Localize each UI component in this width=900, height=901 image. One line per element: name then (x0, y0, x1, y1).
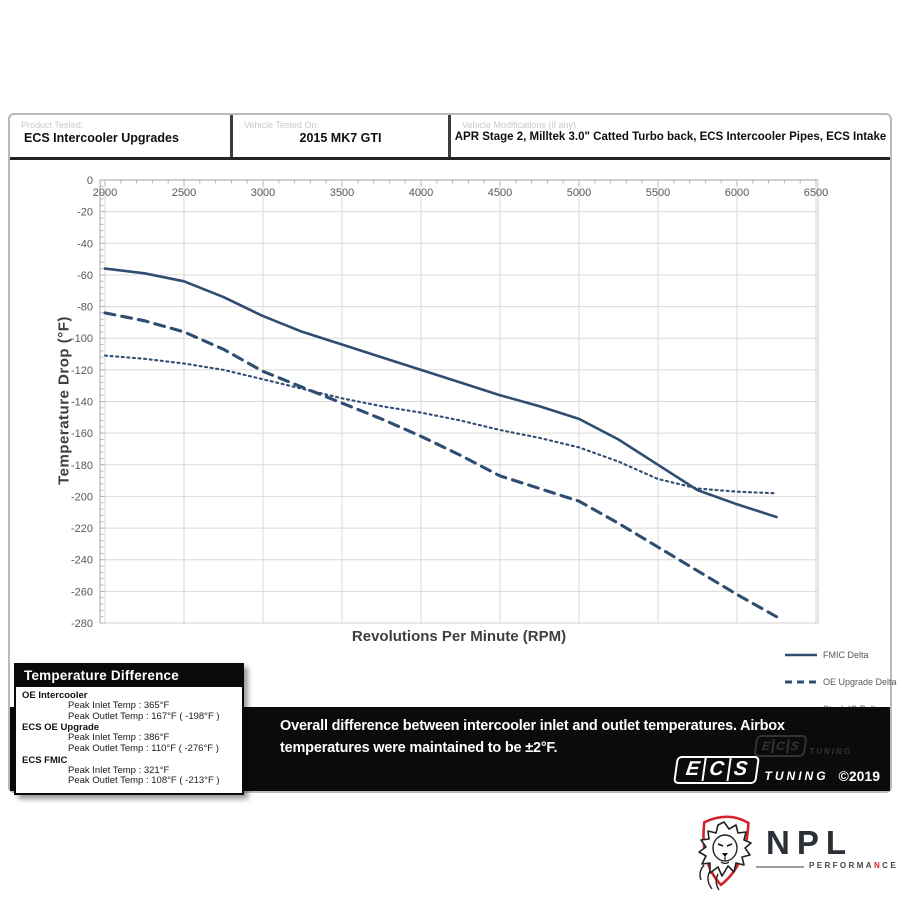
vehicle-mods-value: APR Stage 2, Milltek 3.0" Catted Turbo b… (454, 131, 887, 143)
temp-row-line: Peak Inlet Temp : 386°F (68, 732, 170, 744)
vehicle-tested-value: 2015 MK7 GTI (299, 131, 382, 145)
temp-row-name: OE Intercooler (22, 690, 88, 701)
svg-text:2500: 2500 (172, 187, 196, 199)
temp-row-line: Peak Inlet Temp : 365°F (68, 700, 170, 711)
temperature-difference-title: Temperature Difference (16, 665, 242, 687)
vehicle-tested-cell: Vehicle Tested On: 2015 MK7 GTI (230, 115, 448, 157)
temp-row-name: ECS FMIC (22, 754, 68, 766)
svg-text:-60: -60 (77, 270, 93, 282)
npl-divider (756, 866, 804, 868)
svg-text:4000: 4000 (409, 187, 433, 199)
svg-text:-220: -220 (71, 523, 93, 535)
temp-row-name: ECS OE Upgrade (22, 722, 100, 734)
svg-text:4500: 4500 (488, 187, 512, 199)
vehicle-mods-cell: Vehicle Modifications (if any) APR Stage… (448, 115, 890, 157)
svg-text:3000: 3000 (251, 187, 275, 199)
temp-row-line: Peak Inlet Temp : 321°F (68, 764, 170, 776)
npl-performance-logo: NPL PERFORMANCE (688, 810, 898, 896)
svg-text:3500: 3500 (330, 187, 354, 199)
temperature-difference-body: OE Intercooler Peak Inlet Temp : 365°F Pea… (16, 687, 242, 793)
svg-text:-280: -280 (71, 618, 93, 630)
temp-row-line: Peak Outlet Temp : 167°F ( -198°F ) (68, 710, 220, 722)
svg-text:-180: -180 (71, 460, 93, 472)
vehicle-tested-label: Vehicle Tested On: (244, 120, 319, 130)
svg-text:-40: -40 (77, 238, 93, 250)
svg-text:-80: -80 (77, 302, 93, 314)
vehicle-mods-label: Vehicle Modifications (if any) (462, 120, 577, 130)
svg-text:-240: -240 (71, 555, 93, 567)
npl-performance-text: PERFORMANCE (809, 861, 899, 870)
series-stock-ic-delta (103, 354, 778, 495)
ecs-tuning-text: TUNING (764, 769, 829, 783)
series-fmic-delta (103, 267, 778, 519)
temperature-difference-box: Temperature Difference OE Intercooler Pea… (14, 663, 244, 795)
npl-wordmark: NPL (766, 824, 853, 861)
legend-label: FMIC Delta (823, 649, 869, 660)
test-info-header: Product Tested: ECS Intercooler Upgrades… (10, 115, 890, 160)
x-axis-title: Revolutions Per Minute (RPM) (351, 628, 567, 645)
temperature-drop-chart: 0 -20 -40 -60 -80 -100 -120 -140 -160 -180 -200 -22… (71, 175, 828, 630)
svg-text:6000: 6000 (725, 187, 749, 199)
svg-text:-100: -100 (71, 333, 93, 345)
temp-row-line: Peak Outlet Temp : 108°F ( -213°F ) (68, 775, 220, 787)
svg-text:-20: -20 (77, 207, 93, 219)
svg-text:-120: -120 (71, 365, 93, 377)
npl-lion-shield-icon (698, 815, 752, 891)
svg-text:0: 0 (87, 175, 93, 187)
product-tested-cell: Product Tested: ECS Intercooler Upgrades (10, 115, 230, 157)
legend-item: FMIC Delta (784, 641, 888, 668)
footer-note: Overall difference between intercooler i… (280, 718, 785, 756)
svg-text:5500: 5500 (646, 187, 670, 199)
product-tested-label: Product Tested: (21, 120, 84, 130)
ecs-copyright: ©2019 (838, 768, 880, 784)
svg-text:-260: -260 (71, 586, 93, 598)
temp-row-line: Peak Outlet Temp : 110°F ( -276°F ) (68, 742, 219, 754)
product-tested-value: ECS Intercooler Upgrades (24, 131, 179, 145)
svg-text:6500: 6500 (804, 187, 828, 199)
svg-text:5000: 5000 (567, 187, 591, 199)
svg-text:-140: -140 (71, 397, 93, 409)
svg-text:-200: -200 (71, 491, 93, 503)
svg-text:2000: 2000 (93, 187, 117, 199)
legend-label: OE Upgrade Delta (823, 676, 897, 687)
report-frame: Product Tested: ECS Intercooler Upgrades… (8, 113, 897, 795)
legend-item: OE Upgrade Delta (784, 668, 897, 695)
svg-text:-160: -160 (71, 428, 93, 440)
y-axis-title: Temperature Drop (°F) (55, 316, 73, 485)
series-oe-upgrade-delta (103, 311, 779, 619)
